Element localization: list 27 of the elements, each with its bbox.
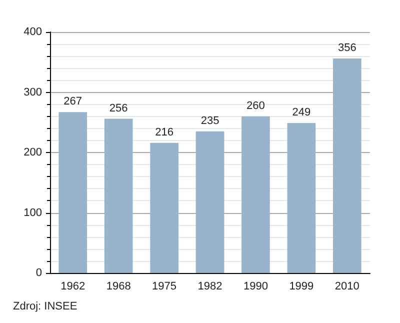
text: Zdroj: INSEE [13,300,78,312]
data-label: 235 [200,114,220,127]
x-tick-label: 1975 [152,280,177,292]
bar [196,131,224,273]
bar [150,142,178,273]
y-tick-label: 100 [24,206,42,219]
x-tick-label: 2010 [334,280,360,292]
x-tick-label: 1962 [60,280,86,292]
data-label: 267 [64,96,82,108]
x-tick-label: 1982 [198,280,222,292]
y-tick-label: 300 [24,86,42,98]
y-tick-label: 200 [24,146,42,158]
x-tick-label: 1968 [106,280,131,292]
bar [242,116,270,273]
data-label: 249 [292,106,311,118]
data-label: 356 [338,42,356,54]
y-tick-label: 0 [36,267,42,279]
bar [287,122,316,273]
x-tick-label: 1990 [243,280,268,292]
data-label: 216 [155,126,174,138]
data-label: 256 [109,102,128,114]
bar [104,118,133,273]
x-tick-label: 1999 [289,280,314,292]
bar [332,58,362,273]
data-label: 260 [246,100,265,112]
y-tick-label: 400 [24,26,42,38]
bar [58,112,88,273]
